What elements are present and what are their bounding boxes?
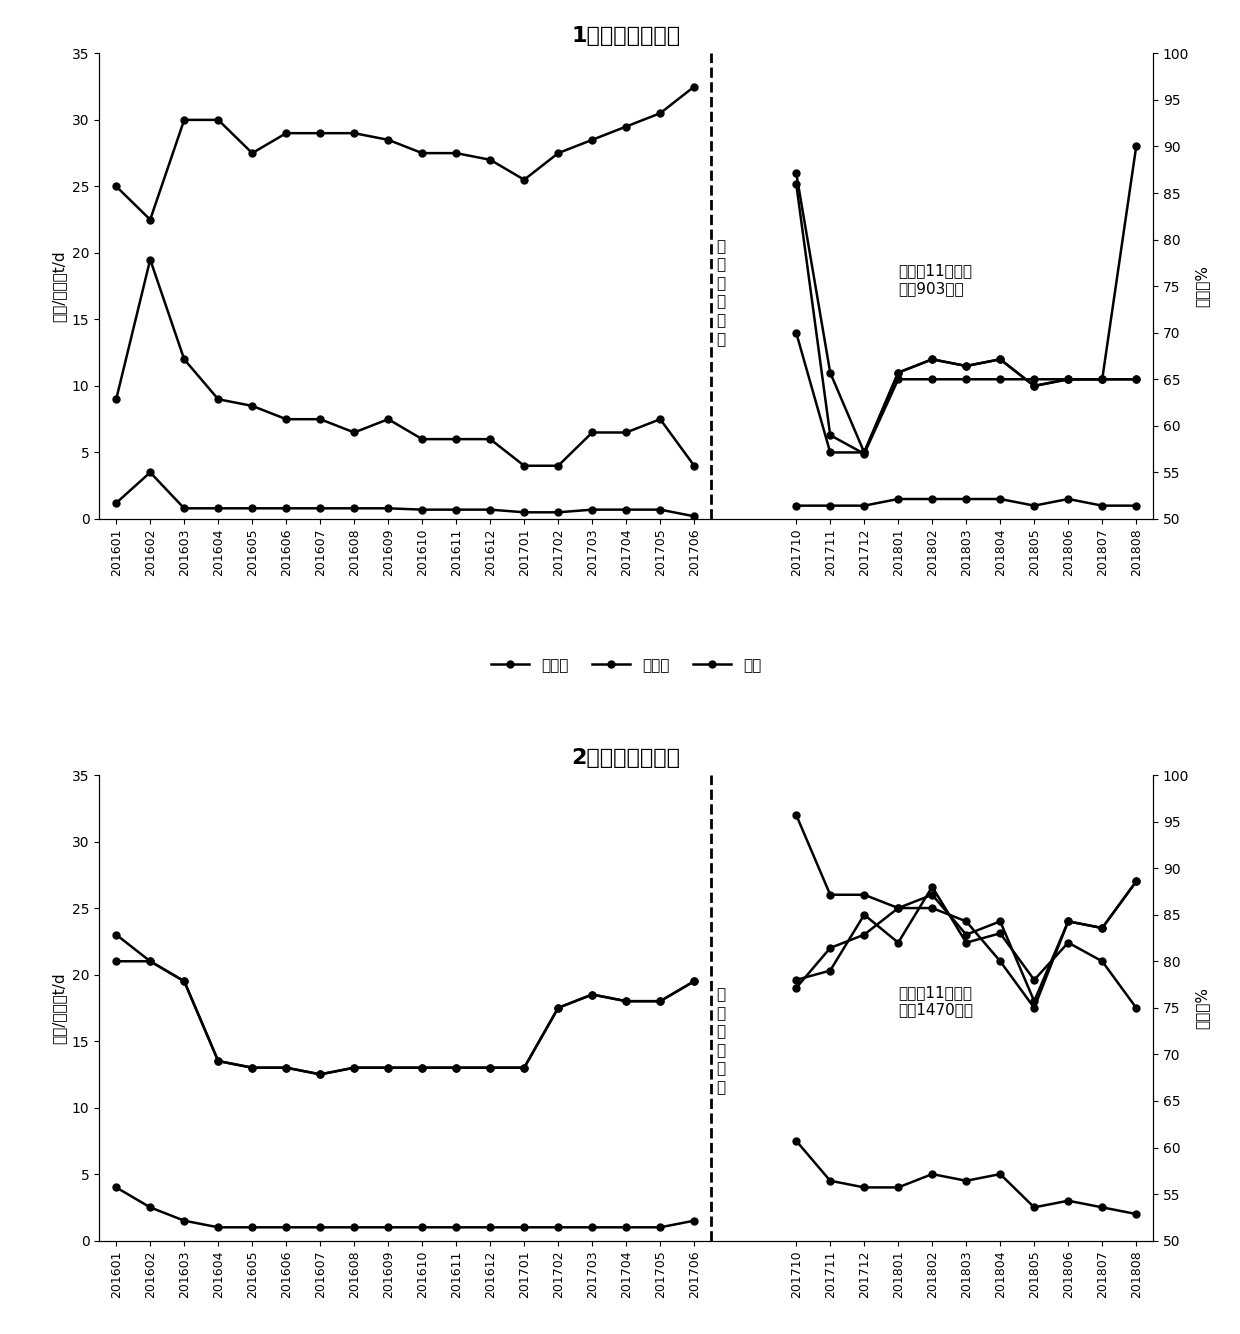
Title: 2井月度生产曲线: 2井月度生产曲线 (572, 748, 681, 768)
Y-axis label: 日液/日油，t/d: 日液/日油，t/d (51, 972, 66, 1043)
Text: 有效期11个月，
产油1470吐。: 有效期11个月， 产油1470吐。 (898, 984, 973, 1018)
Y-axis label: 含水，%: 含水，% (1195, 987, 1210, 1029)
Legend: 日产液, 日产油, 含水: 日产液, 日产油, 含水 (485, 652, 768, 679)
Y-axis label: 日液/日油，t/d: 日液/日油，t/d (51, 251, 66, 321)
Title: 1井月度生产曲线: 1井月度生产曲线 (572, 27, 681, 47)
Text: 注
微
生
物
闷
井: 注 微 生 物 闷 井 (717, 987, 725, 1095)
Text: 有效期11个月，
产油903吐。: 有效期11个月， 产油903吐。 (898, 263, 972, 296)
Text: 注
微
生
物
闷
井: 注 微 生 物 闷 井 (717, 239, 725, 347)
Y-axis label: 含水，%: 含水，% (1195, 265, 1210, 307)
